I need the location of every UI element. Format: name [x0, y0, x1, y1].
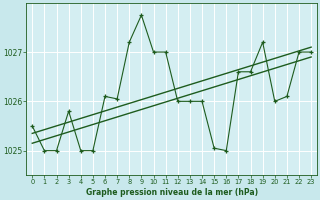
X-axis label: Graphe pression niveau de la mer (hPa): Graphe pression niveau de la mer (hPa)	[86, 188, 258, 197]
